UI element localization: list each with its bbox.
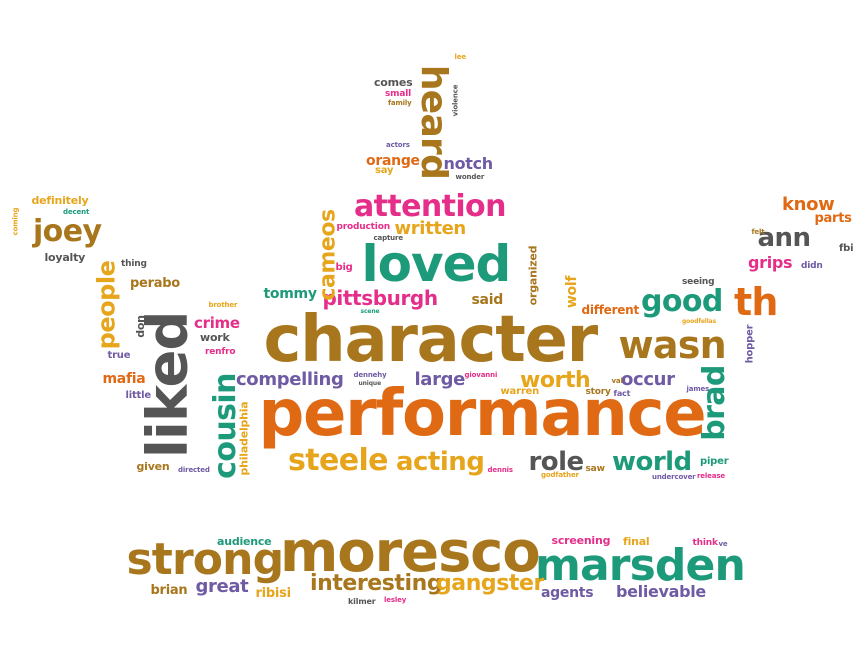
word-kilmer: kilmer [348,597,376,606]
word-interesting: interesting [310,571,443,596]
word-work: work [200,330,230,344]
word-unique: unique [358,380,382,387]
word-giovanni: giovanni [464,370,498,379]
word-ann: ann [757,223,812,253]
word-attention: attention [354,189,506,224]
word-felt: felt [751,227,765,236]
word-given: given [136,459,170,473]
word-story: story [585,386,611,397]
word-small: small [385,88,412,99]
word-fbi: fbi [839,243,854,254]
word-good: good [641,284,723,319]
word-thing: thing [121,258,147,269]
word-scene: scene [360,308,380,315]
word-compelling: compelling [236,369,344,390]
word-fact: fact [613,389,631,398]
word-perabo: perabo [130,275,180,291]
word-james: james [686,384,710,393]
word-crime: crime [194,313,240,332]
word-family: family [388,98,412,107]
word-role: role [528,447,585,477]
word-different: different [581,303,640,317]
word-true: true [107,350,131,361]
word-seeing: seeing [682,276,715,287]
word-joey: joey [33,214,102,249]
word-wasn: wasn [618,323,727,367]
word-definitely: definitely [31,193,89,207]
word-val: val [611,376,623,385]
word-audience: audience [217,534,272,548]
word-character: character [263,303,599,377]
word-people: people [91,260,120,350]
word-steele: steele [288,443,389,478]
word-said: said [471,292,504,308]
word-renfro: renfro [205,346,236,357]
word-piper: piper [700,456,729,467]
word-don: don [133,314,147,338]
word-think: think [692,537,718,548]
word-wolf: wolf [564,275,581,309]
word-acting: acting [396,447,485,477]
word-performance: performance [258,377,707,451]
word-ve: ve [718,539,728,548]
word-little: little [125,390,152,401]
word-directed: directed [178,465,210,474]
word-written: written [394,218,467,239]
word-comes: comes [374,75,413,89]
word-large: large [414,369,466,390]
word-violence: violence [451,84,460,116]
word-brother: brother [208,300,238,309]
word-parts: parts [814,210,852,226]
word-undercover: undercover [652,472,696,481]
word-th: th [734,280,778,324]
word-gangster: gangster [436,571,544,596]
word-pittsburgh: pittsburgh [322,286,439,310]
word-say: say [375,165,394,176]
word-organized: organized [526,245,540,305]
word-loyalty: loyalty [44,250,86,264]
word-release: release [697,471,726,480]
word-know: know [782,194,835,215]
word-lee: lee [454,52,467,61]
word-godfather: godfather [541,470,579,479]
word-agents: agents [541,585,594,601]
word-tommy: tommy [263,286,317,302]
word-coming: coming [11,207,20,235]
word-final: final [623,534,650,548]
word-decent: decent [63,207,90,216]
word-notch: notch [443,154,494,173]
word-strong: strong [126,534,285,585]
word-loved: loved [361,235,512,293]
word-screening: screening [551,533,611,547]
word-philadelphia: philadelphia [237,400,251,476]
word-warren: warren [500,386,540,397]
word-great: great [195,576,249,597]
word-brian: brian [150,582,188,598]
word-dennehy: dennehy [353,370,387,379]
word-actors: actors [386,140,410,149]
word-ribisi: ribisi [255,585,292,601]
word-lesley: lesley [384,595,407,604]
word-goodfellas: goodfellas [682,318,717,325]
word-liked: liked [134,311,200,459]
word-brad: brad [696,365,732,441]
word-occur: occur [621,369,675,390]
word-saw: saw [585,463,605,474]
word-orange: orange [366,153,420,169]
word-grips: grips [748,253,793,272]
word-capture: capture [373,233,404,242]
word-didn: didn [801,260,823,271]
word-hopper: hopper [743,324,755,364]
word-wonder: wonder [455,172,485,181]
word-worth: worth [520,368,591,393]
word-world: world [612,447,692,477]
word-marsden: marsden [535,540,746,591]
word-production: production [336,221,391,232]
word-moresco: moresco [280,520,541,585]
word-believable: believable [616,582,706,601]
word-big: big [335,262,353,273]
word-dennis: dennis [487,465,514,474]
word-mafia: mafia [102,371,146,387]
